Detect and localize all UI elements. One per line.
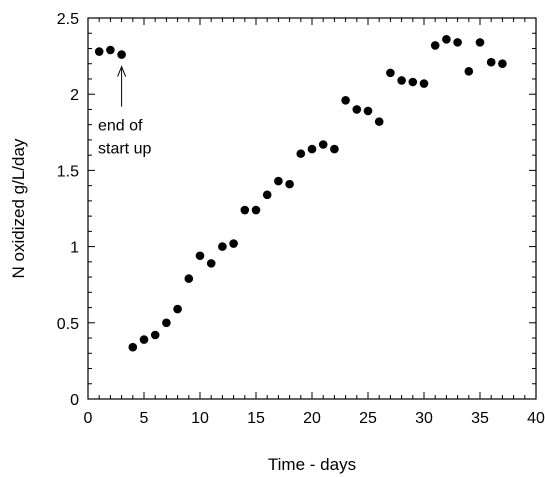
data-point bbox=[195, 251, 205, 261]
y-axis-label: N oxidized g/L/day bbox=[9, 138, 28, 278]
x-tick-label: 20 bbox=[303, 410, 321, 427]
data-points bbox=[94, 35, 507, 352]
x-tick-label: 10 bbox=[191, 410, 209, 427]
x-tick-label: 40 bbox=[527, 410, 545, 427]
data-point bbox=[139, 335, 149, 344]
data-point bbox=[464, 67, 474, 76]
data-point bbox=[106, 45, 115, 55]
data-point bbox=[330, 144, 339, 154]
data-point bbox=[453, 38, 462, 47]
data-point bbox=[218, 242, 227, 251]
data-point bbox=[386, 68, 395, 78]
data-point bbox=[318, 140, 328, 149]
data-point bbox=[206, 259, 216, 268]
data-point bbox=[162, 318, 171, 328]
y-tick-label: 1.5 bbox=[57, 163, 79, 180]
x-tick-label: 25 bbox=[359, 410, 377, 427]
data-point bbox=[240, 205, 250, 215]
annotation-text-line: end of bbox=[98, 118, 143, 135]
x-tick-label: 35 bbox=[471, 410, 489, 427]
annotation-arrow-head bbox=[117, 65, 127, 77]
data-point bbox=[251, 205, 261, 215]
data-point bbox=[486, 57, 496, 67]
data-point bbox=[363, 106, 373, 116]
data-point bbox=[262, 190, 272, 200]
y-tick-label: 2 bbox=[70, 87, 79, 104]
data-point bbox=[498, 59, 507, 69]
data-point bbox=[296, 149, 306, 158]
data-point bbox=[229, 239, 238, 248]
y-tick-label: 0 bbox=[70, 392, 79, 409]
data-point bbox=[173, 304, 182, 314]
data-point bbox=[397, 76, 406, 85]
x-tick-label: 5 bbox=[140, 410, 149, 427]
annotation-text-line: start up bbox=[98, 141, 151, 158]
data-point bbox=[475, 38, 485, 47]
annotation: end of start up bbox=[98, 65, 151, 158]
data-point bbox=[150, 330, 160, 340]
x-axis-label: Time - days bbox=[268, 455, 356, 474]
y-tick-label: 0.5 bbox=[57, 316, 79, 333]
data-point bbox=[374, 117, 384, 126]
y-tick-label: 2.5 bbox=[57, 11, 79, 28]
data-point bbox=[307, 144, 317, 154]
data-point bbox=[341, 95, 350, 105]
data-point bbox=[184, 274, 194, 283]
ticks: 0 5 10 15 20 25 30 35 40 0 0.5 1 1.5 2 2.5 bbox=[57, 11, 545, 427]
data-point bbox=[94, 47, 104, 56]
x-tick-label: 15 bbox=[247, 410, 265, 427]
x-tick-label: 0 bbox=[84, 410, 93, 427]
data-point bbox=[408, 77, 418, 87]
data-point bbox=[117, 50, 126, 59]
data-point bbox=[128, 342, 138, 352]
data-point bbox=[352, 105, 362, 114]
data-point bbox=[430, 41, 440, 50]
data-point bbox=[442, 35, 451, 44]
data-point bbox=[285, 179, 294, 189]
y-tick-label: 1 bbox=[70, 240, 79, 257]
x-tick-label: 30 bbox=[415, 410, 433, 427]
data-point bbox=[419, 79, 429, 88]
data-point bbox=[274, 176, 283, 186]
